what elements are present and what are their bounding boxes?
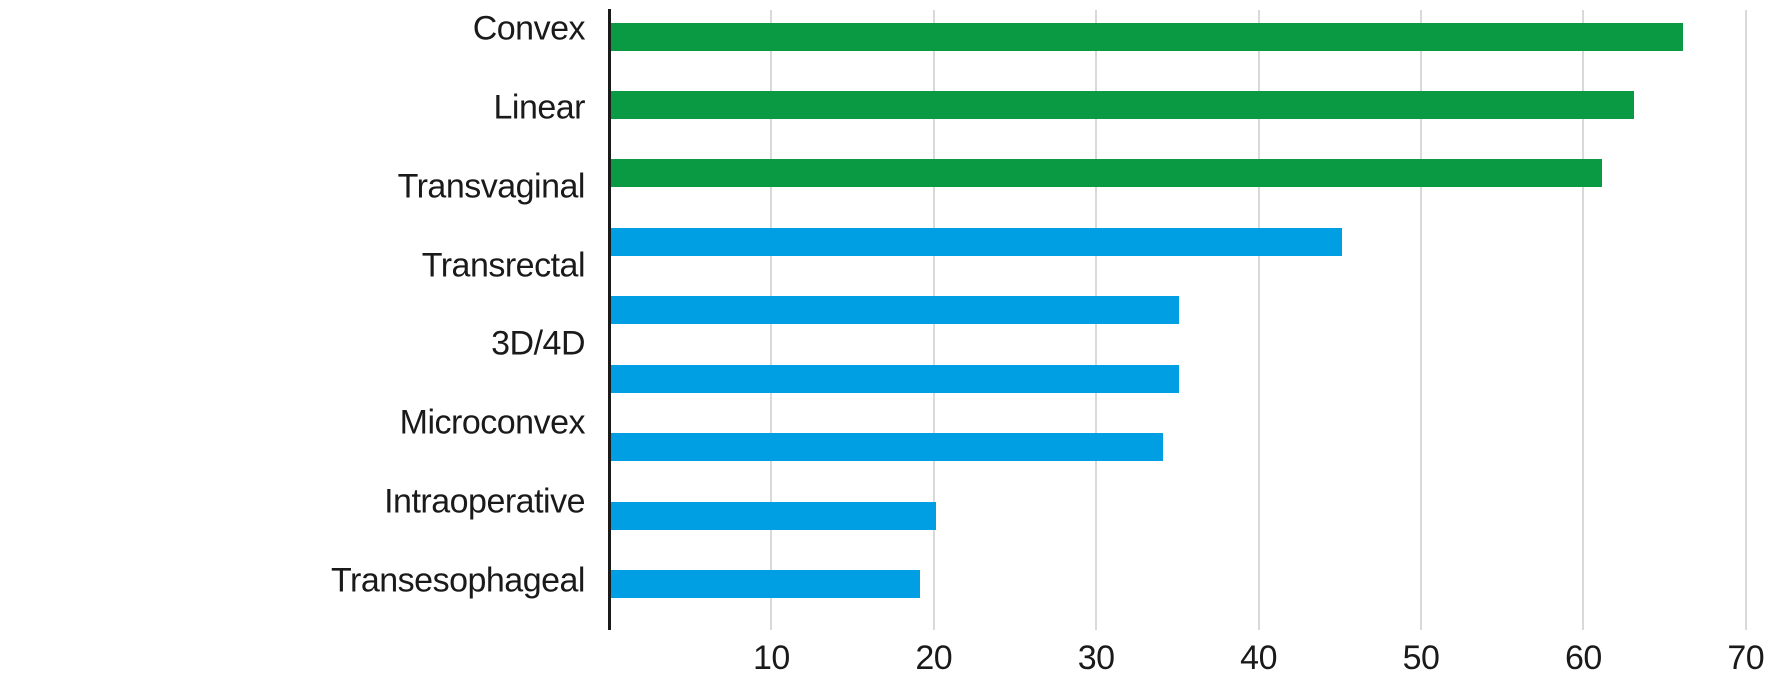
gridline bbox=[1744, 10, 1747, 630]
category-label: Microconvex bbox=[399, 404, 586, 443]
category-label: Transrectal bbox=[421, 246, 586, 285]
category-label: Convex bbox=[472, 9, 586, 48]
category-label: Transvaginal bbox=[397, 167, 586, 206]
category-label: Transesophageal bbox=[331, 561, 585, 600]
bar bbox=[611, 159, 1602, 188]
x-tick-label: 60 bbox=[1564, 639, 1602, 677]
x-tick-label: 50 bbox=[1402, 639, 1440, 677]
category-label: 3D/4D bbox=[491, 325, 585, 364]
bar bbox=[611, 501, 936, 530]
x-tick-label: 10 bbox=[752, 639, 790, 677]
x-tick-label: 30 bbox=[1077, 639, 1115, 677]
gridline bbox=[1420, 10, 1422, 630]
x-tick-label: 70 bbox=[1727, 639, 1765, 677]
bar bbox=[611, 364, 1180, 393]
gridline bbox=[1582, 10, 1585, 630]
category-label: Linear bbox=[493, 88, 585, 127]
bar bbox=[611, 90, 1635, 119]
bar bbox=[611, 570, 920, 599]
gridline bbox=[1257, 10, 1260, 630]
bar bbox=[611, 296, 1180, 325]
y-axis-line bbox=[607, 9, 611, 630]
bar bbox=[611, 22, 1683, 51]
category-label: Intraoperative bbox=[384, 482, 585, 521]
x-tick-label: 20 bbox=[915, 639, 953, 677]
bar bbox=[611, 227, 1342, 256]
bar bbox=[611, 433, 1164, 462]
x-tick-label: 40 bbox=[1240, 639, 1278, 677]
